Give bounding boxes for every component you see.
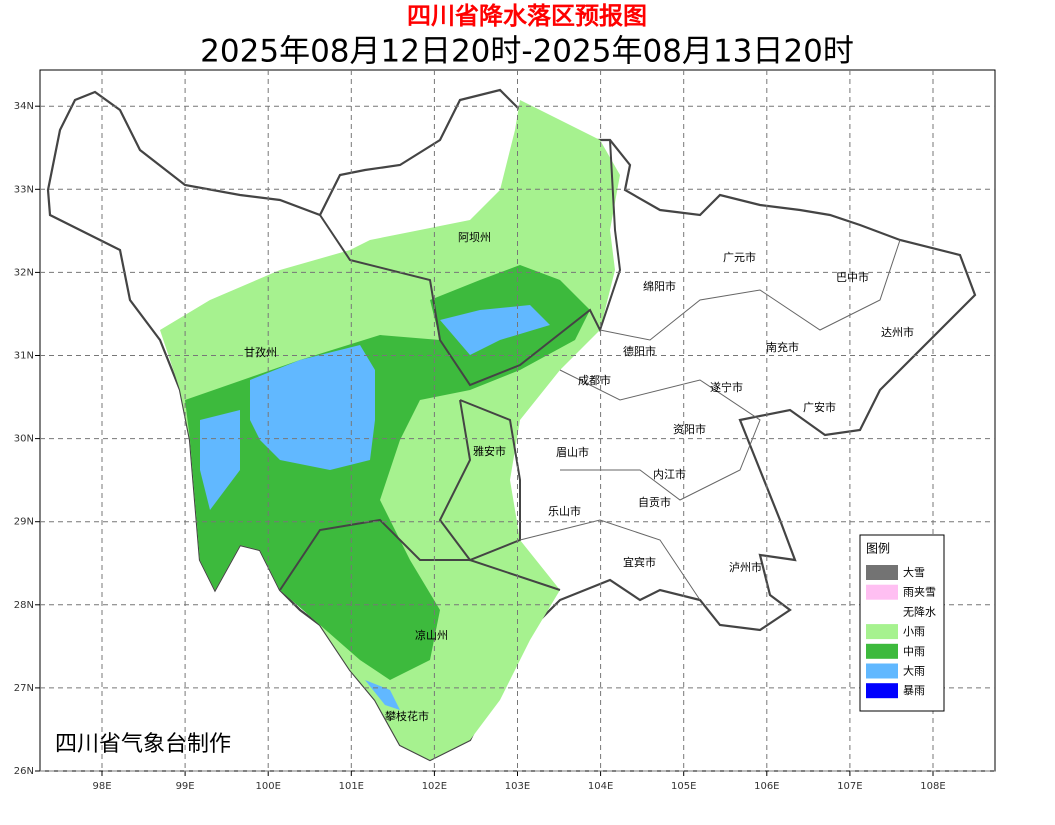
place-label: 自贡市: [638, 495, 671, 509]
place-label: 遂宁市: [710, 380, 743, 394]
place-label: 德阳市: [623, 344, 656, 358]
legend-label: 暴雨: [903, 684, 925, 697]
y-tick-label: 34N: [14, 101, 34, 112]
x-tick-label: 105E: [671, 781, 696, 792]
legend-label: 大雪: [903, 565, 925, 579]
legend-label: 中雨: [903, 645, 925, 658]
y-tick-label: 27N: [14, 683, 34, 694]
place-labels: 阿坝州 广元市 巴中市 绵阳市 甘孜州 德阳市 南充市 达州市 成都市 遂宁市 …: [244, 230, 914, 723]
place-label: 乐山市: [548, 504, 581, 518]
place-label: 宜宾市: [623, 555, 656, 569]
place-label: 广元市: [723, 250, 756, 264]
place-label: 成都市: [578, 373, 611, 387]
y-tick-label: 32N: [14, 267, 34, 278]
y-tick-label: 26N: [14, 766, 34, 777]
x-tick-label: 102E: [422, 781, 447, 792]
legend-swatch: [866, 643, 898, 659]
legend-swatch: [866, 624, 898, 640]
legend-label: 雨夹雪: [903, 586, 936, 599]
subtitle: 2025年08月12日20时-2025年08月13日20时: [200, 34, 854, 70]
place-label: 达州市: [881, 325, 914, 339]
x-tick-label: 100E: [255, 781, 280, 792]
x-tick-label: 108E: [920, 781, 945, 792]
x-tick-label: 106E: [754, 781, 779, 792]
boundary: [319, 139, 622, 387]
y-tick-label: 29N: [14, 517, 34, 528]
boundary: [519, 519, 701, 601]
place-label: 资阳市: [673, 422, 706, 436]
x-tick-label: 103E: [505, 781, 530, 792]
legend-swatch: [866, 683, 898, 699]
boundary: [438, 399, 521, 562]
boundary: [599, 239, 901, 341]
boundary: [559, 369, 761, 501]
place-label: 巴中市: [836, 270, 869, 284]
place-label: 甘孜州: [244, 345, 277, 359]
place-label: 雅安市: [473, 444, 506, 458]
place-label: 内江市: [653, 467, 686, 481]
x-tick-label: 107E: [837, 781, 862, 792]
x-tick-label: 98E: [92, 781, 111, 792]
legend-title: 图例: [866, 542, 890, 556]
y-tick-label: 30N: [14, 434, 34, 445]
legend-label: 无降水: [903, 604, 936, 618]
credit: 四川省气象台制作: [55, 732, 231, 757]
place-label: 凉山州: [415, 628, 448, 642]
legend-label: 小雨: [903, 625, 925, 638]
x-tick-label: 101E: [339, 781, 364, 792]
y-tick-label: 31N: [14, 351, 34, 362]
place-label: 广安市: [803, 400, 836, 414]
legend-label: 大雨: [903, 664, 925, 678]
y-tick-label: 28N: [14, 600, 34, 611]
heavy-rain-area: [250, 345, 375, 470]
title: 四川省降水落区预报图: [407, 2, 647, 30]
place-label: 眉山市: [556, 445, 589, 459]
place-label: 绵阳市: [643, 279, 676, 293]
legend-swatch: [866, 565, 898, 580]
legend-box: [859, 534, 945, 712]
x-tick-label: 104E: [588, 781, 613, 792]
heavy-rain-area: [200, 410, 240, 510]
legend-swatch: [866, 584, 898, 600]
place-label: 阿坝州: [458, 230, 491, 244]
x-tick-label: 99E: [176, 781, 195, 792]
rain-areas: [46, 88, 977, 762]
y-tick-label: 33N: [14, 184, 34, 195]
place-label: 攀枝花市: [385, 709, 429, 723]
place-label: 南充市: [766, 340, 799, 354]
boundary: [279, 518, 561, 591]
legend-swatch: [866, 663, 898, 679]
place-label: 泸州市: [729, 560, 762, 574]
legend-swatch: [866, 604, 898, 620]
heavy-rain-area: [440, 305, 550, 355]
graticule: 98E 99E 100E 101E 102E 103E 104E 105E 106E 107E 10…: [14, 70, 995, 792]
